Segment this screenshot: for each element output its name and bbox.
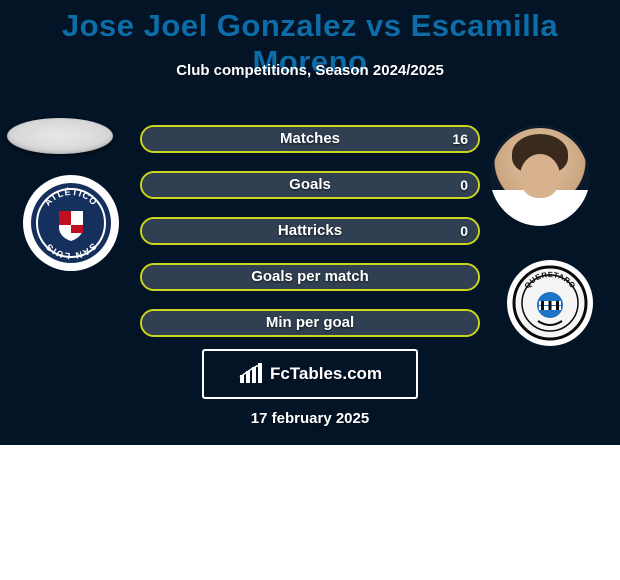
stat-label: Goals per match	[142, 265, 478, 289]
crest-san-luis-icon: ATLÉTICO SAN LUIS	[29, 181, 113, 265]
stat-label: Matches	[142, 127, 478, 151]
stat-row-mpg: Min per goal	[140, 309, 480, 337]
right-player-avatar	[490, 126, 590, 226]
crest-queretaro-icon: QUERETARO	[512, 265, 588, 341]
comparison-infographic: Jose Joel Gonzalez vs Escamilla Moreno C…	[0, 0, 620, 580]
date-text: 17 february 2025	[0, 410, 620, 427]
stat-label: Hattricks	[142, 219, 478, 243]
stat-row-goals: Goals 0	[140, 171, 480, 199]
bottom-whitespace	[0, 445, 620, 580]
stat-row-gpm: Goals per match	[140, 263, 480, 291]
stat-row-matches: Matches 16	[140, 125, 480, 153]
chart-bars-icon	[238, 363, 266, 385]
left-player-avatar	[7, 118, 113, 154]
stat-value-right: 0	[460, 219, 468, 243]
branding-box: FcTables.com	[202, 349, 418, 399]
left-club-crest: ATLÉTICO SAN LUIS	[23, 175, 119, 271]
stat-label: Min per goal	[142, 311, 478, 335]
page-subtitle: Club competitions, Season 2024/2025	[0, 62, 620, 79]
stat-label: Goals	[142, 173, 478, 197]
stats-container: Matches 16 Goals 0 Hattricks 0 Goals per…	[140, 125, 480, 355]
right-club-crest: QUERETARO	[507, 260, 593, 346]
branding-text: FcTables.com	[270, 364, 382, 384]
stat-value-right: 0	[460, 173, 468, 197]
stat-value-right: 16	[452, 127, 468, 151]
stat-row-hattricks: Hattricks 0	[140, 217, 480, 245]
